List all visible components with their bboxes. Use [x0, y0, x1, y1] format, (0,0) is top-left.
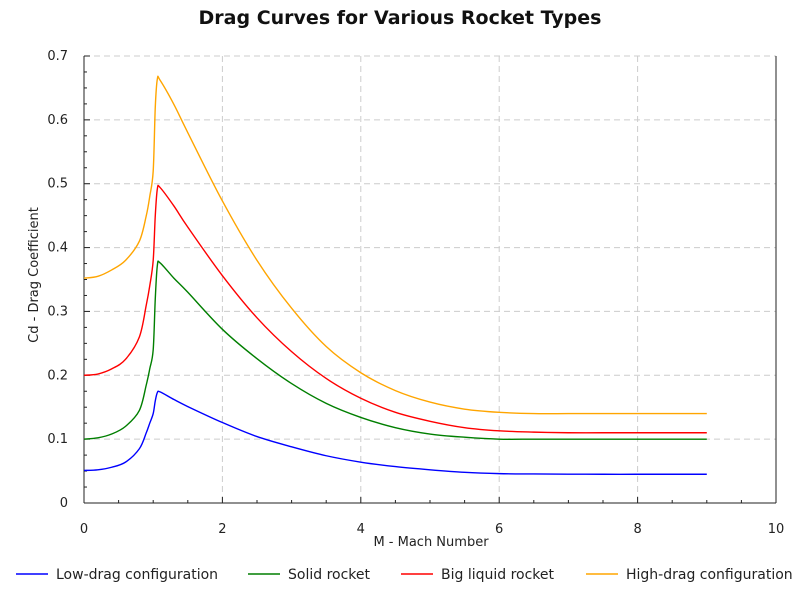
legend-item-big-liquid-rocket: Big liquid rocket	[401, 567, 555, 583]
x-tick-label: 10	[768, 522, 785, 537]
grid	[84, 55, 776, 503]
series-line-low-drag-configuration	[83, 390, 707, 475]
x-axis-label: M - Mach Number	[373, 535, 489, 550]
y-tick-label: 0.2	[47, 368, 68, 383]
legend-label: Low-drag configuration	[56, 567, 218, 583]
legend-label: Big liquid rocket	[441, 567, 555, 583]
x-tick-label: 2	[218, 522, 226, 537]
legend-item-solid-rocket: Solid rocket	[248, 567, 371, 583]
x-tick-label: 4	[357, 522, 365, 537]
y-tick-label: 0.5	[47, 177, 68, 192]
tick-labels: 0 2 4 6 8 10 0 0.1 0.2 0.3 0.4 0.5 0.6 0.7	[47, 49, 784, 537]
x-tick-label: 6	[495, 522, 503, 537]
legend-item-low-drag-configuration: Low-drag configuration	[16, 567, 218, 583]
y-tick-label: 0.4	[47, 241, 68, 256]
chart-title: Drag Curves for Various Rocket Types	[199, 7, 602, 29]
y-tick-label: 0.3	[47, 304, 68, 319]
legend-label: Solid rocket	[288, 567, 371, 583]
legend-item-high-drag-configuration: High-drag configuration	[586, 567, 793, 583]
x-tick-label: 0	[80, 522, 88, 537]
legend-label: High-drag configuration	[626, 567, 793, 583]
series-line-solid-rocket	[83, 260, 707, 440]
y-tick-label: 0	[60, 496, 68, 511]
y-tick-label: 0.6	[47, 113, 68, 128]
y-tick-label: 0.7	[47, 49, 68, 64]
axes	[83, 55, 777, 504]
y-axis-label: Cd - Drag Coefficient	[27, 207, 42, 343]
series-line-big-liquid-rocket	[83, 184, 707, 434]
legend: Low-drag configuration Solid rocket Big li…	[16, 567, 793, 583]
series-line-high-drag-configuration	[83, 75, 707, 415]
y-tick-label: 0.1	[47, 432, 68, 447]
series-lines	[83, 75, 707, 475]
x-tick-label: 8	[633, 522, 641, 537]
